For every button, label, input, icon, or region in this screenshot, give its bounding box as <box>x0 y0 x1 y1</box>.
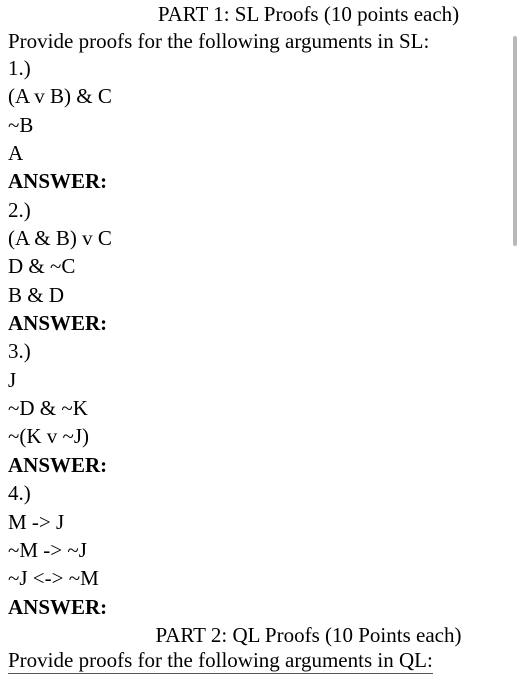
answer-label: ANSWER: <box>8 593 509 621</box>
proof-line: D & ~C <box>8 252 509 280</box>
proof-line: ~D & ~K <box>8 394 509 422</box>
proof-line: J <box>8 366 509 394</box>
proof-line: ~B <box>8 111 509 139</box>
proof-line: (A v B) & C <box>8 82 509 110</box>
part1-title: PART 1: SL Proofs (10 points each) <box>8 2 509 27</box>
proof-line: B & D <box>8 281 509 309</box>
scrollbar-thumb[interactable] <box>513 36 517 246</box>
problem-number: 4.) <box>8 479 509 507</box>
problem-number: 3.) <box>8 337 509 365</box>
part1-instruction: Provide proofs for the following argumen… <box>8 29 509 54</box>
proof-line: ~(K v ~J) <box>8 422 509 450</box>
part2-instruction: Provide proofs for the following argumen… <box>8 648 433 674</box>
proof-line: ~M -> ~J <box>8 536 509 564</box>
proof-line: (A & B) v C <box>8 224 509 252</box>
part2-title: PART 2: QL Proofs (10 Points each) <box>8 623 509 648</box>
proof-line: ~J <-> ~M <box>8 564 509 592</box>
answer-label: ANSWER: <box>8 167 509 195</box>
proof-line: M -> J <box>8 508 509 536</box>
proof-line: A <box>8 139 509 167</box>
answer-label: ANSWER: <box>8 309 509 337</box>
answer-label: ANSWER: <box>8 451 509 479</box>
problem-number: 2.) <box>8 196 509 224</box>
problem-number: 1.) <box>8 54 509 82</box>
